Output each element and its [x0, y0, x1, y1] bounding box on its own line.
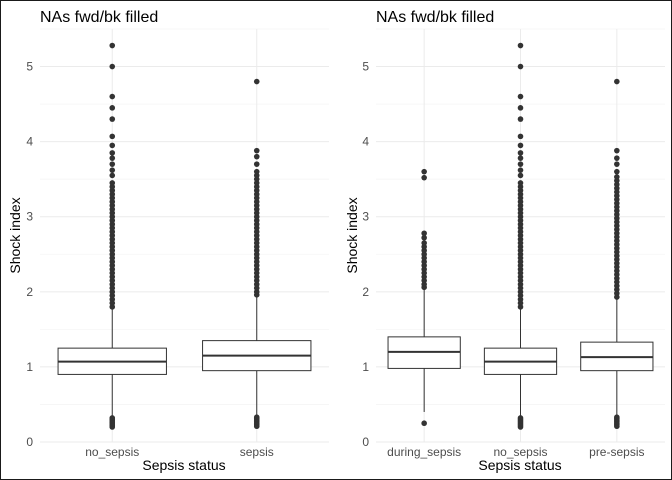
outlier-point: [109, 180, 116, 186]
outlier-point: [109, 155, 116, 161]
x-axis-title: Sepsis status: [142, 457, 225, 473]
outlier-point: [421, 240, 427, 246]
outlier-point: [253, 414, 260, 421]
outlier-point: [421, 230, 427, 237]
box-no_sepsis: [483, 42, 558, 430]
outlier-point: [109, 150, 116, 156]
outlier-point: [517, 142, 524, 149]
y-tick-label: 3: [26, 210, 33, 224]
x-tick-label: no_sepsis: [493, 445, 547, 459]
y-tick-label: 2: [26, 285, 33, 299]
outlier-point: [109, 93, 116, 100]
y-axis-title: Shock index: [344, 197, 360, 273]
y-tick-label: 5: [26, 60, 33, 74]
outlier-point: [517, 42, 524, 49]
outlier-point: [517, 63, 524, 70]
outlier-point: [421, 174, 427, 181]
y-tick-label: 2: [362, 285, 369, 299]
outlier-point: [253, 161, 260, 167]
box-sepsis: [202, 78, 312, 430]
outlier-point: [517, 150, 524, 156]
outlier-point: [614, 414, 620, 421]
outlier-point: [517, 172, 524, 179]
outlier-point: [614, 161, 620, 167]
outlier-point: [517, 116, 524, 122]
x-tick-label: sepsis: [240, 445, 274, 459]
outlier-point: [614, 168, 620, 175]
y-tick-label: 0: [26, 435, 33, 449]
outlier-point: [253, 153, 260, 160]
y-tick-label: 0: [362, 435, 369, 449]
outlier-point: [614, 78, 620, 85]
y-tick-label: 4: [362, 135, 369, 149]
outlier-point: [109, 167, 116, 173]
y-tick-label: 5: [362, 60, 369, 74]
outlier-point: [109, 133, 116, 140]
outlier-point: [517, 161, 524, 167]
chart-title: NAs fwd/bk filled: [40, 9, 158, 26]
x-axis-title: Sepsis status: [478, 457, 561, 473]
outlier-point: [253, 147, 260, 154]
outlier-point: [517, 167, 524, 173]
chart-panel-1: 0 1 2 3 4 5 no_sepsis sepsis NAs fwd/bk filled Se…: [7, 9, 329, 473]
y-tick-label: 4: [26, 135, 33, 149]
x-tick-label: pre-sepsis: [589, 445, 644, 459]
chart-panel-2: 0 1 2 3 4 5 during_sepsis no_sepsis pre-sepsis NA…: [344, 9, 665, 473]
outlier-point: [517, 415, 524, 421]
outlier-point: [421, 234, 427, 241]
outlier-point: [109, 172, 116, 179]
outlier-point: [109, 116, 116, 122]
outlier-point: [109, 63, 116, 70]
box-during_sepsis: [387, 168, 461, 427]
outlier-point: [517, 133, 524, 140]
outlier-point: [421, 168, 427, 175]
outlier-point: [109, 105, 116, 111]
outlier-point: [517, 155, 524, 161]
outlier-point: [109, 415, 116, 421]
x-tick-label: during_sepsis: [387, 445, 461, 459]
y-tick-label: 3: [362, 210, 369, 224]
box-no_sepsis: [57, 42, 167, 430]
x-tick-label: no_sepsis: [85, 445, 139, 459]
y-tick-label: 1: [26, 360, 33, 374]
outlier-point: [614, 174, 620, 180]
outlier-point: [421, 420, 427, 427]
outlier-point: [614, 155, 620, 161]
y-axis-title: Shock index: [7, 197, 23, 273]
outlier-point: [517, 180, 524, 186]
box-pre-sepsis: [580, 78, 654, 430]
outlier-point: [517, 93, 524, 100]
outlier-point: [253, 78, 260, 85]
outlier-point: [109, 161, 116, 167]
outlier-point: [109, 42, 116, 49]
y-tick-label: 1: [362, 360, 369, 374]
outlier-point: [253, 168, 260, 175]
outlier-point: [517, 105, 524, 111]
chart-title: NAs fwd/bk filled: [376, 9, 494, 26]
outlier-point: [614, 147, 620, 154]
outlier-point: [109, 142, 116, 149]
